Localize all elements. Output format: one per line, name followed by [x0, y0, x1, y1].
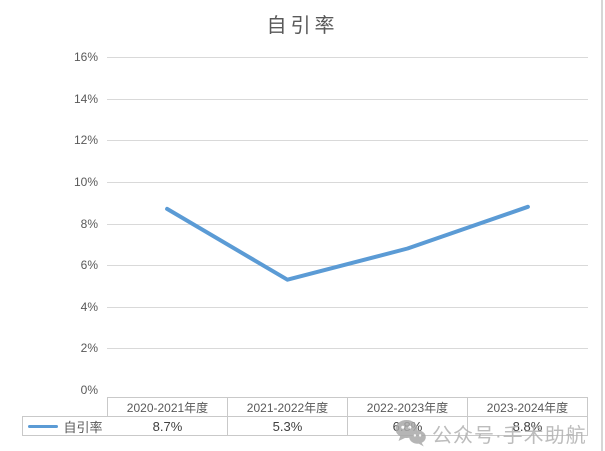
- chart-title: 自引率: [266, 15, 339, 37]
- y-tick-label: 16%: [73, 50, 98, 64]
- watermark: 公众号·手术助航: [395, 417, 587, 449]
- data-table: 2020-2021年度 2021-2022年度 2022-2023年度 2023-20…: [107, 397, 588, 436]
- legend-cell: 自引率: [22, 416, 108, 436]
- y-tick-label: 10%: [73, 174, 98, 189]
- series-polyline: [165, 204, 530, 282]
- gridline: [107, 223, 588, 225]
- table-header-cell: 2023-2024年度: [467, 398, 587, 416]
- y-tick-label: 12%: [73, 133, 98, 148]
- y-tick-label: 4%: [80, 299, 98, 314]
- y-tick-label: 8%: [80, 216, 98, 231]
- gridline: [107, 348, 588, 350]
- wechat-icon: [395, 420, 426, 447]
- table-header-cell: 2021-2022年度: [227, 398, 347, 416]
- watermark-text: 公众号·手术助航: [432, 424, 587, 447]
- table-header-row: 2020-2021年度 2021-2022年度 2022-2023年度 2023-20…: [108, 398, 587, 417]
- y-tick-label: 2%: [80, 341, 98, 356]
- gridline: [107, 181, 588, 183]
- table-value-cell: 8.8%: [467, 417, 587, 435]
- gridline: [107, 98, 588, 100]
- table-header-cell: 2022-2023年度: [347, 398, 467, 416]
- y-tick-label: 6%: [80, 258, 98, 273]
- table-value-cell: 5.3%: [227, 417, 347, 435]
- y-tick-label: 14%: [73, 91, 98, 106]
- legend-label: 自引率: [63, 419, 103, 435]
- gridline: [107, 306, 588, 308]
- table-header-cell: 2020-2021年度: [126, 400, 209, 415]
- gridline: [107, 140, 588, 142]
- table-value-cell: 8.7%: [152, 418, 183, 434]
- y-tick-label: 0%: [80, 383, 98, 397]
- gridline: [107, 57, 588, 58]
- right-edge-border: [601, 0, 603, 451]
- legend-line-swatch: [28, 424, 59, 428]
